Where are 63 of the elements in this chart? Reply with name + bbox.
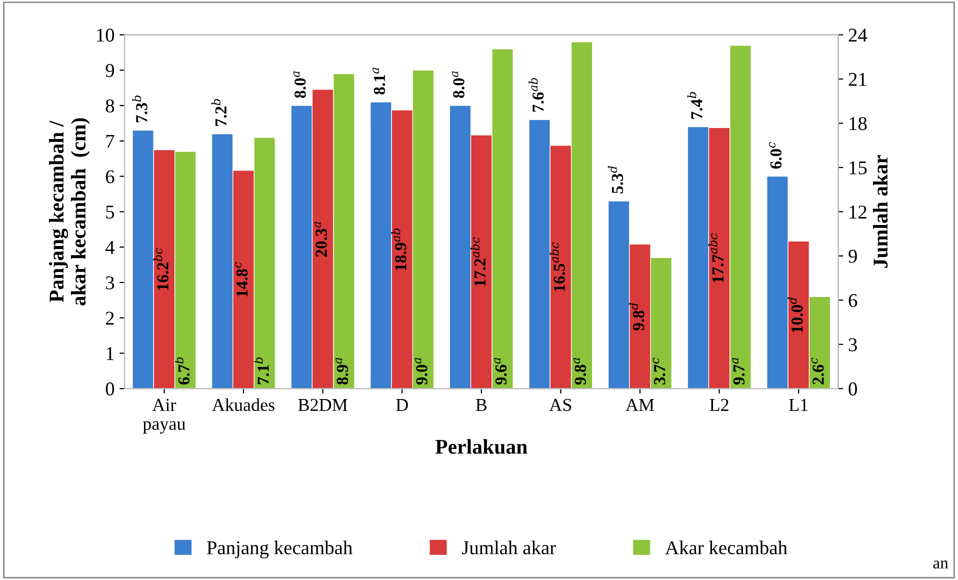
data-label: 7.4$^{b}$	[687, 92, 702, 119]
data-label: 16.2$^{bc}$	[153, 248, 168, 290]
data-label: 20.3$^{a}$	[314, 222, 327, 257]
x-tick-label: Akuades	[212, 398, 274, 412]
y2-tick-label: 18	[850, 117, 867, 130]
y2-tick-label: 3	[848, 338, 857, 352]
y2-tick-label: 15	[850, 161, 867, 174]
y2-tick-label: 24	[848, 28, 868, 42]
y-tick-label: 7	[106, 134, 114, 148]
data-label: 17.2$^{abc}$	[470, 237, 486, 286]
data-label: 2.6$^{c}$	[811, 358, 824, 384]
data-label: 7.6$^{ab}$	[528, 78, 544, 112]
x-tick-label: L1	[789, 398, 808, 411]
data-label: 10.0$^{d}$	[788, 297, 803, 332]
y2-tick-label: 6	[848, 294, 858, 308]
x-axis-title: Perlakuan	[435, 439, 528, 454]
data-label: 8.9$^{a}$	[336, 358, 348, 385]
y2-tick-label: 12	[850, 206, 866, 218]
data-label: 9.0$^{a}$	[414, 358, 428, 385]
legend-label: Jumlah akar	[462, 540, 556, 554]
y2-tick-label: 9	[848, 250, 857, 263]
data-label: 7.3$^{b}$	[132, 96, 148, 122]
data-label: 14.8$^{c}$	[235, 262, 248, 296]
y-tick-label: 8	[106, 99, 114, 112]
y-tick-label: 3	[106, 276, 114, 290]
x-tick-label: L2	[710, 398, 728, 411]
data-label: 9.8$^{d}$	[629, 302, 644, 330]
x-tick-label: D	[396, 399, 408, 411]
data-label: 7.1$^{b}$	[254, 357, 269, 384]
data-label: 8.1$^{a}$	[372, 68, 386, 94]
data-label: 3.7$^{c}$	[652, 358, 666, 384]
y-tick-label: 9	[106, 64, 114, 78]
data-label: 6.0$^{c}$	[769, 142, 782, 169]
data-label: 8.0$^{a}$	[293, 71, 306, 98]
data-label: 6.7$^{b}$	[174, 357, 190, 384]
y-tick-label: 4	[105, 241, 115, 254]
data-label: 5.3$^{d}$	[608, 166, 624, 194]
y2-tick-label: 21	[848, 72, 866, 86]
y-axis-title: Panjang kecambah / akar kecambah (cm)	[48, 118, 90, 306]
legend-label: Panjang kecambah	[206, 540, 352, 558]
data-label: 8.0$^{a}$	[452, 71, 464, 98]
x-tick-label: B	[476, 399, 487, 411]
x-tick-label: Air payau	[142, 398, 186, 434]
y2-axis-title: Jumlah akar	[872, 155, 888, 268]
data-label: 18.9$^{ab}$	[391, 228, 406, 270]
data-label: 9.7$^{a}$	[732, 358, 745, 385]
data-label: 9.6$^{a}$	[494, 358, 507, 385]
data-label: 16.5$^{abc}$	[550, 242, 565, 292]
data-label: 7.2$^{b}$	[211, 99, 227, 126]
y-tick-label: 1	[106, 347, 114, 360]
y-tick-label: 2	[106, 312, 114, 325]
y-tick-label: 10	[97, 28, 114, 42]
y2-tick-label: 0	[848, 382, 857, 396]
y-tick-label: 0	[106, 382, 114, 396]
y-tick-label: 5	[106, 206, 114, 219]
x-tick-label: AS	[549, 398, 572, 412]
data-label: 9.8$^{a}$	[574, 358, 586, 385]
x-tick-label: AM	[626, 398, 654, 411]
legend-label: Akar kecambah	[665, 540, 788, 554]
x-tick-label: B2DM	[298, 398, 348, 411]
data-label: 17.7$^{abc}$	[708, 234, 724, 282]
text: an	[933, 560, 948, 569]
y-tick-label: 6	[106, 170, 114, 184]
